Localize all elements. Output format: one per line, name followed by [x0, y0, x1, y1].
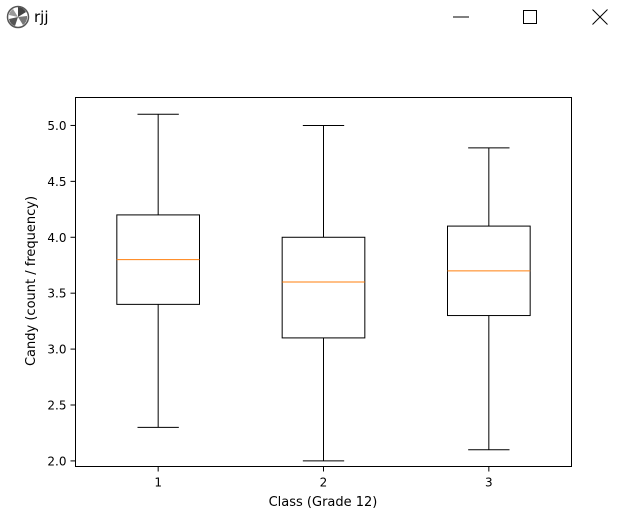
minimize-button[interactable] — [438, 0, 484, 34]
y-tick-label: 4.5 — [47, 175, 66, 189]
maximize-button[interactable] — [507, 0, 553, 34]
y-tick-label: 4.0 — [47, 231, 66, 245]
matplotlib-logo-icon — [6, 5, 30, 29]
x-tick-label: 2 — [320, 476, 328, 490]
iqr-box — [281, 236, 366, 339]
close-button[interactable] — [577, 0, 623, 34]
close-icon — [592, 9, 608, 25]
box-3 — [447, 147, 531, 451]
minimize-icon — [453, 16, 469, 18]
y-tick-label: 3.5 — [47, 287, 66, 301]
window-titlebar: rjj — [0, 0, 623, 34]
y-tick-label: 2.5 — [47, 399, 66, 413]
y-tick-label: 5.0 — [47, 119, 66, 133]
x-tick-label: 3 — [485, 476, 493, 490]
x-axis: 1 2 3 — [154, 466, 493, 490]
box-1 — [116, 113, 200, 428]
box-2 — [281, 124, 366, 462]
x-tick-label: 1 — [154, 476, 162, 490]
y-axis-label: Candy (count / frequency) — [24, 196, 39, 366]
y-tick-label: 2.0 — [47, 454, 66, 468]
y-axis: 2.0 2.5 3.0 3.5 4.0 4.5 5.0 — [47, 119, 76, 468]
maximize-icon — [523, 10, 537, 24]
y-tick-label: 3.0 — [47, 343, 66, 357]
window-title: rjj — [34, 8, 49, 26]
x-axis-label: Class (Grade 12) — [269, 495, 378, 510]
box-series — [116, 113, 531, 462]
